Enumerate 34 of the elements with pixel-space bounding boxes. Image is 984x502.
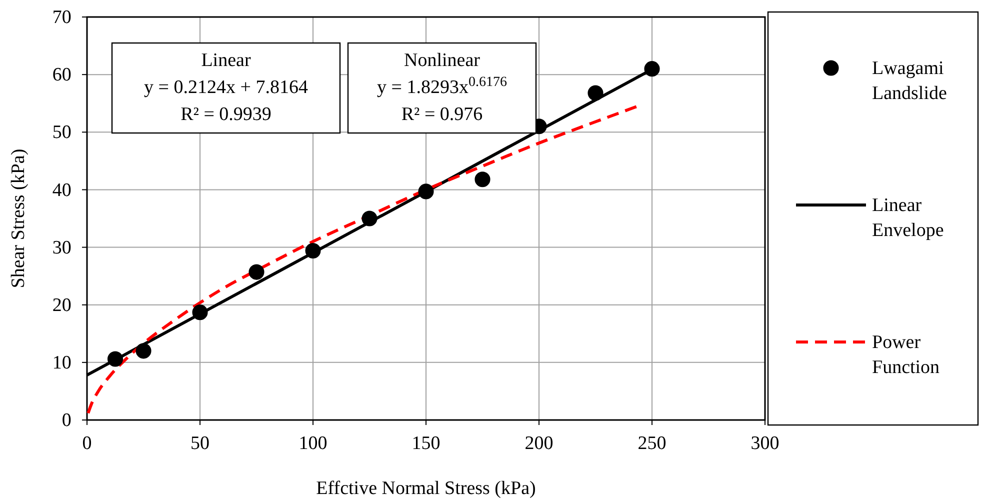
y-tick-label: 0	[62, 410, 72, 432]
y-tick-label: 10	[52, 352, 72, 374]
y-tick-label: 30	[52, 237, 72, 258]
y-tick-label: 50	[52, 122, 72, 144]
x-tick-label: 50	[190, 432, 210, 454]
annotation: Linear y = 0.2124x + 7.8164 R² = 0.9939	[144, 50, 308, 125]
legend-label: Linear Envelope	[872, 195, 944, 241]
point	[418, 184, 434, 200]
y-axis-title: Shear Stress (kPa)	[8, 148, 29, 288]
legend-label: Power Function	[872, 332, 940, 378]
point	[248, 264, 264, 280]
point	[588, 85, 604, 101]
point	[362, 210, 378, 226]
y-tick-label: 70	[52, 7, 72, 28]
text-box: Nonlinear y = 1.8293x$^{0.6176}$ R² = 0.976	[347, 42, 537, 134]
x-tick-label: 250	[638, 432, 666, 454]
point	[192, 304, 208, 320]
point	[136, 343, 152, 359]
annotation: Nonlinear y = 1.8293x$^{0.6176}$ R² = 0.976	[377, 50, 507, 125]
x-axis-title: Effctive Normal Stress (kPa)	[316, 478, 536, 499]
x-tick-label: 150	[412, 432, 440, 454]
x-tick-label: 300	[750, 432, 780, 454]
x-tick-label: 0	[82, 432, 92, 454]
text-box: Linear y = 0.2124x + 7.8164 R² = 0.9939	[111, 42, 341, 134]
legend-label: Lwagami Landslide	[872, 58, 947, 104]
x-tick-label: 200	[524, 432, 554, 454]
point	[644, 61, 660, 77]
y-tick-label: 20	[52, 294, 72, 316]
y-tick-label: 40	[52, 180, 72, 201]
point	[474, 172, 490, 188]
x-tick-label: 100	[298, 432, 328, 454]
point	[107, 351, 124, 367]
point	[305, 242, 321, 258]
y-tick-label: 60	[52, 64, 72, 86]
